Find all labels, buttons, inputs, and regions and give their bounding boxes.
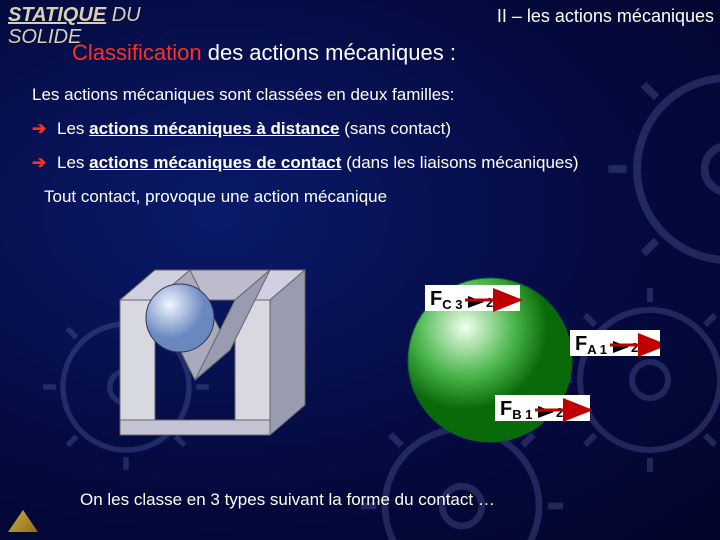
mechanics-diagram: FC 32FA 12FB 12 (60, 260, 660, 490)
b2-suffix: (dans les liaisons mécaniques) (341, 153, 578, 172)
small-ball (146, 284, 214, 352)
force-label-to: 2 (631, 340, 638, 355)
force-label-to: 2 (556, 405, 563, 420)
force-label-to: 2 (486, 295, 493, 310)
b2-bold: actions mécaniques de contact (89, 153, 341, 172)
body-text: Les actions mécaniques sont classées en … (32, 85, 710, 221)
slide-root: STATIQUE DU SOLIDE II – les actions méca… (0, 0, 720, 540)
header-left-rest: DU (106, 4, 140, 26)
footer-line: On les classe en 3 types suivant la form… (80, 490, 495, 510)
title-rest: des actions mécaniques : (202, 40, 456, 65)
line-3: Tout contact, provoque une action mécani… (44, 187, 710, 207)
b1-suffix: (sans contact) (340, 119, 452, 138)
b1-prefix: Les (57, 119, 89, 138)
corner-decoration-icon (8, 510, 38, 532)
b1-bold: actions mécaniques à distance (89, 119, 339, 138)
header-left-line2: SOLIDE (8, 26, 81, 48)
bullet-1: ➔ Les actions mécaniques à distance (san… (32, 119, 710, 139)
slide-title: Classification des actions mécaniques : (72, 40, 456, 66)
arrow-icon: ➔ (32, 153, 46, 172)
header-left-underlined: STATIQUE (8, 4, 106, 26)
intro-line: Les actions mécaniques sont classées en … (32, 85, 710, 105)
header-right: II – les actions mécaniques (497, 6, 714, 27)
b2-prefix: Les (57, 153, 89, 172)
arrow-icon: ➔ (32, 119, 46, 138)
bullet-2: ➔ Les actions mécaniques de contact (dan… (32, 153, 710, 173)
v-block (120, 270, 305, 435)
title-highlight: Classification (72, 40, 202, 65)
